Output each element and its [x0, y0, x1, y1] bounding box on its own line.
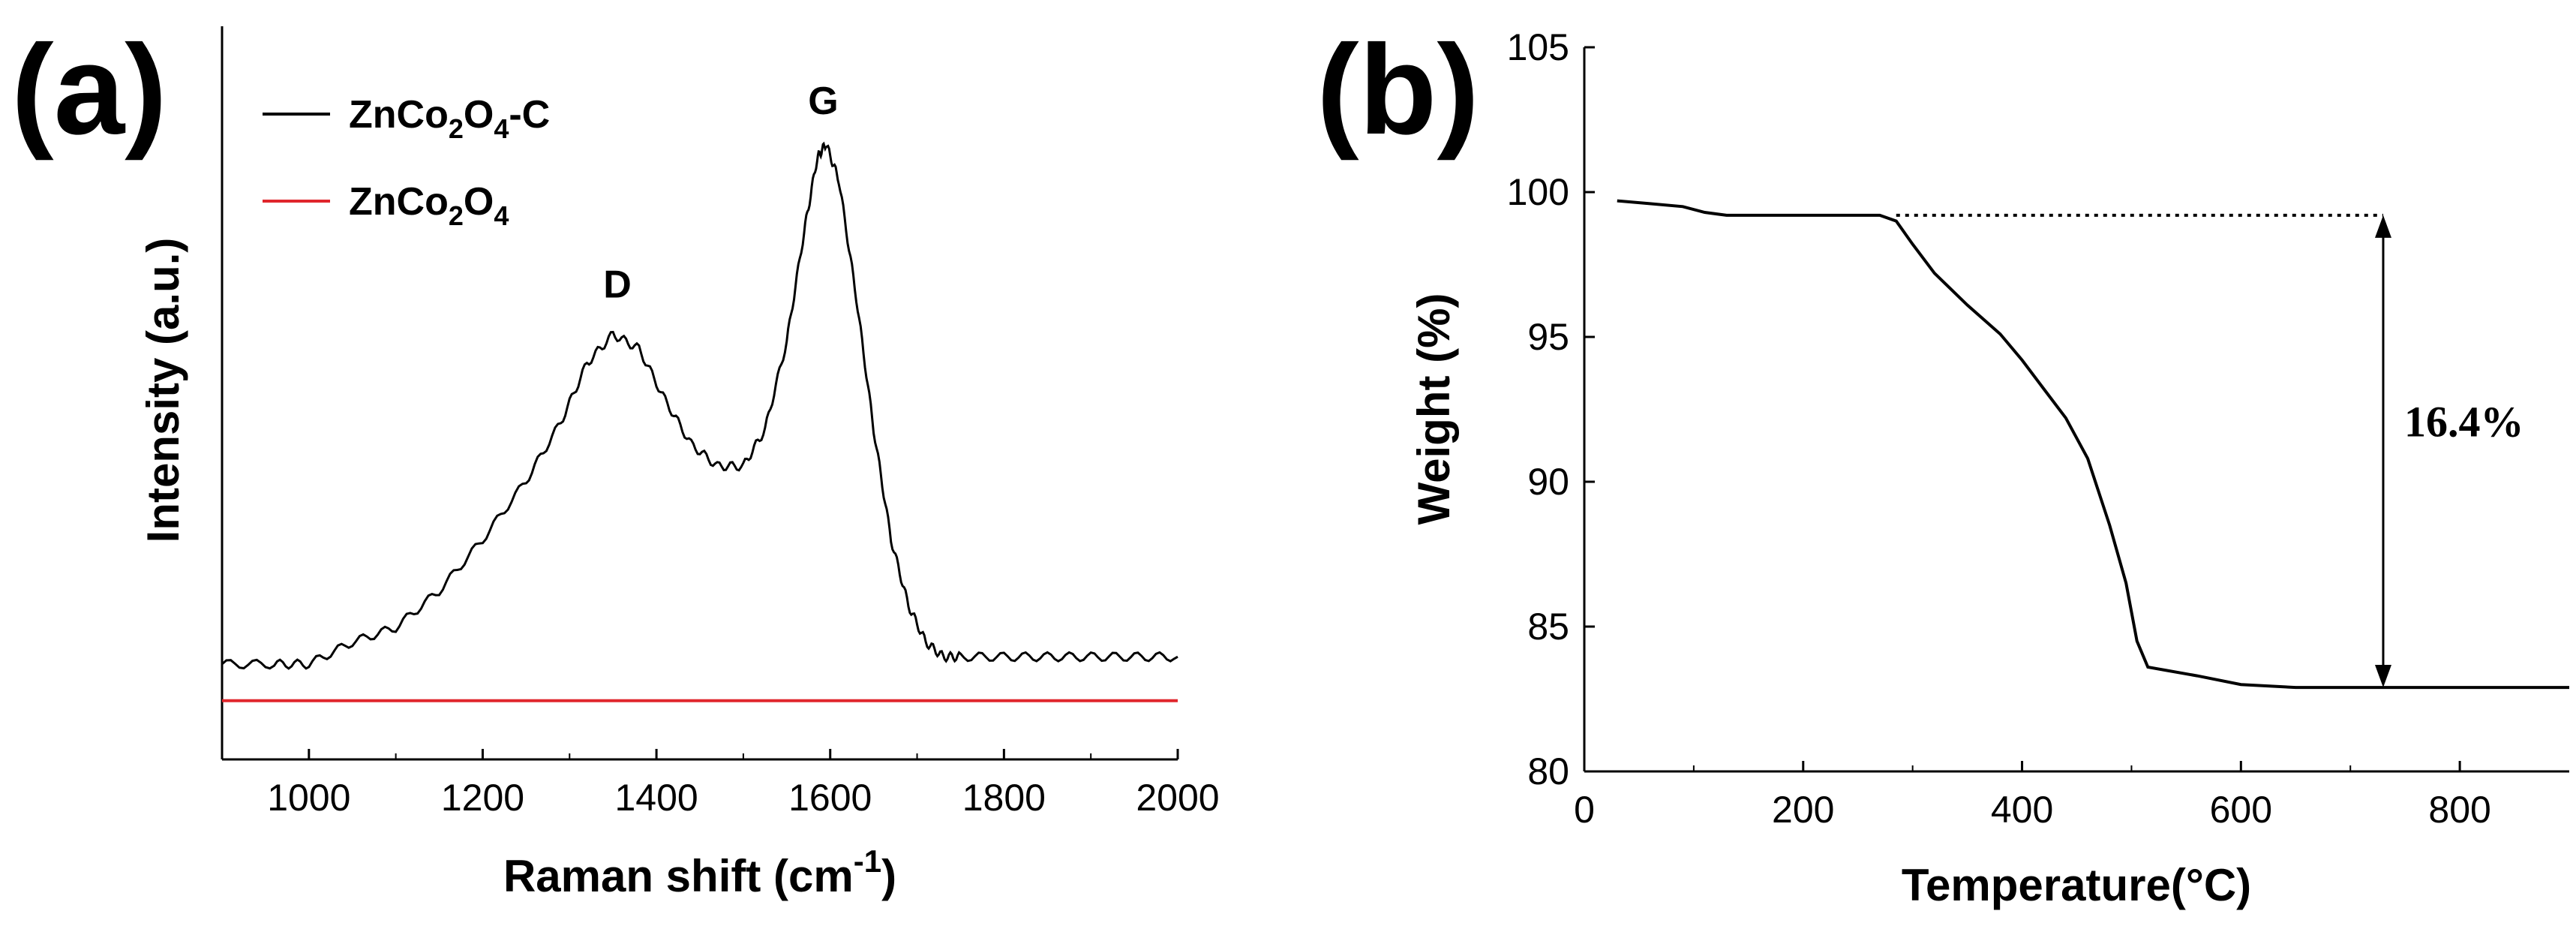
- raman-line-znco2o4-c: [221, 141, 1178, 670]
- panel-b-y-tick-label: 80: [1527, 750, 1569, 792]
- panel-b-y-tick-label: 85: [1527, 606, 1569, 648]
- panel-b-x-tick-label: 400: [1991, 789, 2053, 831]
- panel-a-y-axis-title: Intensity (a.u.): [138, 238, 188, 543]
- panel-b-tga-chart: (b) 0 200 400 600 800 80 85 90 95 100 105 16.4% T…: [1317, 19, 2569, 910]
- panel-b-y-tick-label: 95: [1527, 316, 1569, 358]
- panel-b-y-tick-label: 90: [1527, 461, 1569, 503]
- panel-b-label: (b): [1317, 19, 1479, 161]
- panel-b-y-tick-label: 105: [1507, 26, 1569, 68]
- panel-a-legend: ZnCo2O4-C ZnCo2O4: [263, 93, 550, 231]
- panel-a-raman-chart: (a) 1000 1200 1400 1600 1800 2000 D G ZnCo2O4…: [11, 19, 1220, 901]
- panel-b-y-tick-label: 100: [1507, 171, 1569, 213]
- panel-a-x-tick-label: 2000: [1136, 777, 1219, 819]
- panel-a-x-ticks: 1000 1200 1400 1600 1800 2000: [221, 749, 1220, 819]
- peak-label-d: D: [603, 263, 632, 306]
- legend-label-znco2o4: ZnCo2O4: [349, 180, 509, 231]
- panel-a-x-tick-label: 1800: [962, 777, 1046, 819]
- panel-b-y-axis-title: Weight (%): [1409, 293, 1459, 525]
- arrowhead-down-icon: [2374, 665, 2391, 688]
- weight-loss-label: 16.4%: [2404, 397, 2524, 446]
- panel-b-x-ticks: 0 200 400 600 800: [1574, 761, 2491, 831]
- tga-weight-curve: [1617, 199, 2569, 690]
- panel-a-x-tick-label: 1400: [614, 777, 698, 819]
- legend-label-znco2o4-c: ZnCo2O4-C: [349, 93, 550, 144]
- panel-b-y-ticks: 80 85 90 95 100 105: [1507, 26, 1595, 792]
- panel-b-x-axis-title: Temperature(°C): [1902, 860, 2251, 910]
- panel-a-x-tick-label: 1600: [788, 777, 872, 819]
- peak-label-g: G: [808, 80, 838, 123]
- panel-b-x-tick-label: 0: [1574, 789, 1595, 831]
- panel-a-x-axis-title: Raman shift (cm-1): [503, 843, 896, 901]
- arrowhead-up-icon: [2374, 215, 2391, 238]
- panel-b-x-tick-label: 800: [2428, 789, 2490, 831]
- panel-a-label: (a): [11, 19, 167, 161]
- panel-b-x-tick-label: 200: [1772, 789, 1834, 831]
- panel-b-x-tick-label: 600: [2210, 789, 2272, 831]
- panel-a-x-tick-label: 1000: [267, 777, 350, 819]
- panel-a-x-tick-label: 1200: [441, 777, 524, 819]
